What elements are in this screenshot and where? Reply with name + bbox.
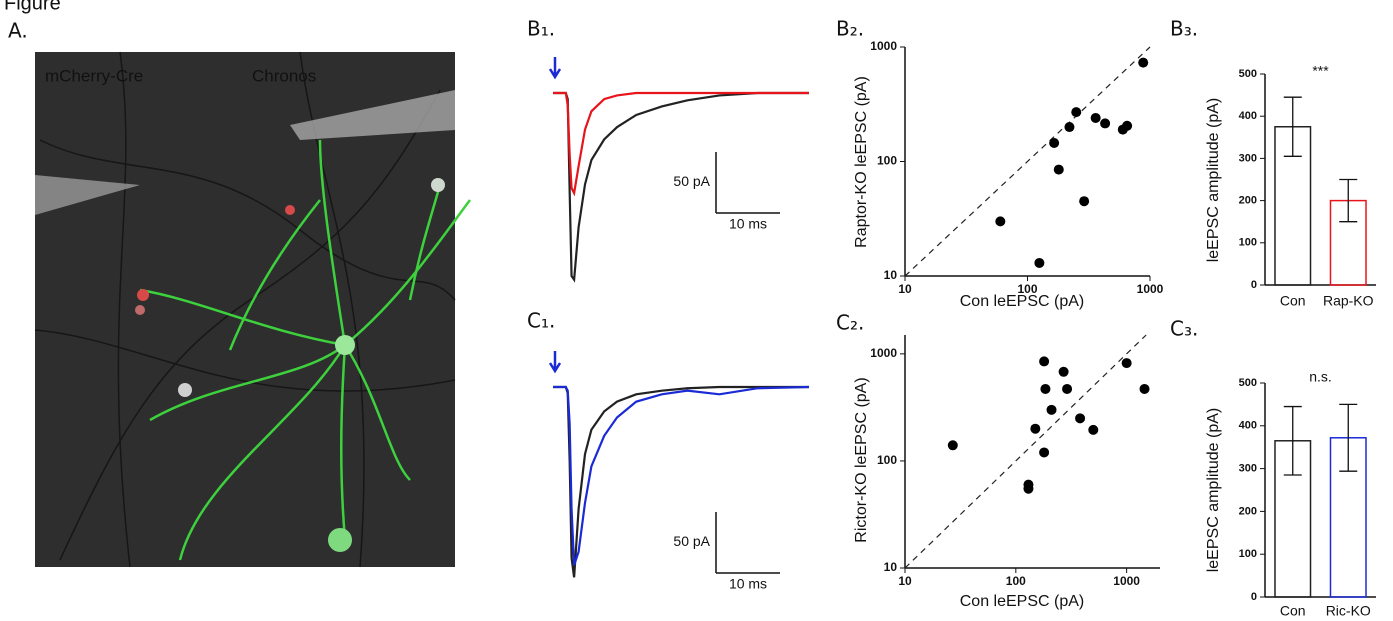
x-tick-label: 10 — [898, 574, 912, 588]
annotation: *** — [1312, 63, 1329, 79]
scale-bar-label: 10 ms — [729, 216, 767, 232]
scatter-point — [1034, 257, 1045, 268]
scatter-point — [1139, 383, 1150, 394]
scatter-point — [1040, 383, 1051, 394]
error-bar — [1283, 96, 1302, 157]
micrograph-background — [35, 52, 455, 567]
trace-line — [553, 385, 810, 566]
scatter-point — [1138, 57, 1149, 68]
y-tick-label: 100 — [1239, 548, 1257, 560]
x-tick-label: 100 — [1017, 282, 1037, 296]
channel-label: Chronos — [252, 66, 316, 85]
scatter-point — [1071, 107, 1082, 118]
scatter-point — [1046, 404, 1057, 415]
identity-line — [904, 334, 1147, 569]
panel-label: B₃. — [1170, 17, 1198, 41]
scatter-point — [1090, 112, 1101, 123]
pipette — [35, 175, 140, 215]
error-bar — [1339, 403, 1358, 472]
x-tick-label: 10 — [898, 282, 912, 296]
scatter-point — [1079, 196, 1090, 207]
scatter-point — [1064, 122, 1075, 133]
scatter-point — [1023, 483, 1034, 494]
y-tick-label: 400 — [1239, 110, 1257, 122]
y-tick-label: 100 — [1239, 237, 1257, 249]
y-tick-label: 10 — [884, 268, 898, 282]
stimulus-arrow — [548, 57, 562, 80]
soma — [335, 335, 355, 355]
soma — [431, 178, 445, 192]
scale-bar-label: 50 pA — [673, 533, 710, 549]
panel-label: C₁. — [527, 309, 555, 333]
soma — [135, 305, 145, 315]
scatter-point — [1100, 118, 1111, 129]
x-tick-label: Con — [1280, 293, 1306, 309]
scatter-point — [1062, 383, 1073, 394]
scale-bar-label: 50 pA — [673, 173, 710, 189]
scatter-point — [1039, 356, 1050, 367]
x-tick-label: Con — [1280, 603, 1306, 619]
y-tick-label: 1000 — [870, 346, 897, 360]
channel-label: mCherry-Cre — [45, 66, 143, 85]
y-tick-label: 200 — [1239, 195, 1257, 207]
scale-bar-label: 10 ms — [729, 576, 767, 592]
y-tick-label: 0 — [1251, 591, 1257, 603]
neurites-dark — [34, 51, 456, 568]
y-tick-label: 10 — [884, 560, 898, 574]
scatter-point — [1053, 164, 1064, 175]
scatter-point — [1122, 120, 1133, 131]
figure-label: Figure — [4, 0, 61, 14]
panel-label: B₁. — [527, 17, 555, 41]
y-tick-label: 100 — [877, 154, 897, 168]
soma — [285, 205, 295, 215]
error-bar — [1339, 178, 1358, 223]
scatter-point — [1121, 358, 1132, 369]
scatter-point — [1030, 423, 1041, 434]
soma — [178, 383, 192, 397]
x-tick-label: 1000 — [1137, 282, 1164, 296]
y-tick-label: 0 — [1251, 279, 1257, 291]
soma — [328, 528, 352, 552]
y-tick-label: 100 — [877, 453, 897, 467]
y-tick-label: 300 — [1239, 152, 1257, 164]
pipette — [290, 90, 455, 140]
micrograph: mCherry-Cre Chronos — [34, 51, 472, 568]
annotation: n.s. — [1309, 369, 1332, 385]
identity-line — [904, 46, 1151, 277]
x-tick-label: 1000 — [1113, 574, 1140, 588]
y-tick-label: 200 — [1239, 505, 1257, 517]
y-axis-title: Rictor-KO leEPSC (pA) — [853, 377, 870, 542]
x-tick-label: 100 — [1006, 574, 1026, 588]
trace-line — [553, 91, 809, 197]
panel-label: B₂. — [836, 17, 864, 41]
scatter-point — [1049, 138, 1060, 149]
y-tick-label: 300 — [1239, 463, 1257, 475]
stimulus-arrow — [548, 351, 562, 374]
x-tick-label: Ric-KO — [1326, 603, 1371, 619]
y-axis-title: Raptor-KO leEPSC (pA) — [853, 76, 870, 248]
scatter-point — [947, 440, 958, 451]
scatter-point — [1075, 413, 1086, 424]
neurites-green — [139, 139, 472, 561]
x-tick-label: Rap-KO — [1323, 293, 1374, 309]
error-bar — [1283, 405, 1302, 476]
panel-label: A. — [8, 19, 28, 43]
y-tick-label: 500 — [1239, 68, 1257, 80]
panel-label: C₃. — [1170, 317, 1198, 341]
y-tick-label: 500 — [1239, 377, 1257, 389]
y-tick-label: 1000 — [870, 39, 897, 53]
x-axis-title: Con leEPSC (pA) — [960, 593, 1085, 610]
x-axis-title: Con leEPSC (pA) — [960, 293, 1085, 310]
scatter-point — [1058, 366, 1069, 377]
panel-label: C₂. — [836, 311, 864, 335]
scatter-point — [1088, 424, 1099, 435]
scatter-point — [995, 216, 1006, 227]
y-axis-title: leEPSC amplitude (pA) — [1205, 408, 1222, 573]
y-axis-title: leEPSC amplitude (pA) — [1205, 98, 1222, 263]
soma — [137, 289, 149, 301]
scatter-point — [1039, 447, 1050, 458]
y-tick-label: 400 — [1239, 420, 1257, 432]
